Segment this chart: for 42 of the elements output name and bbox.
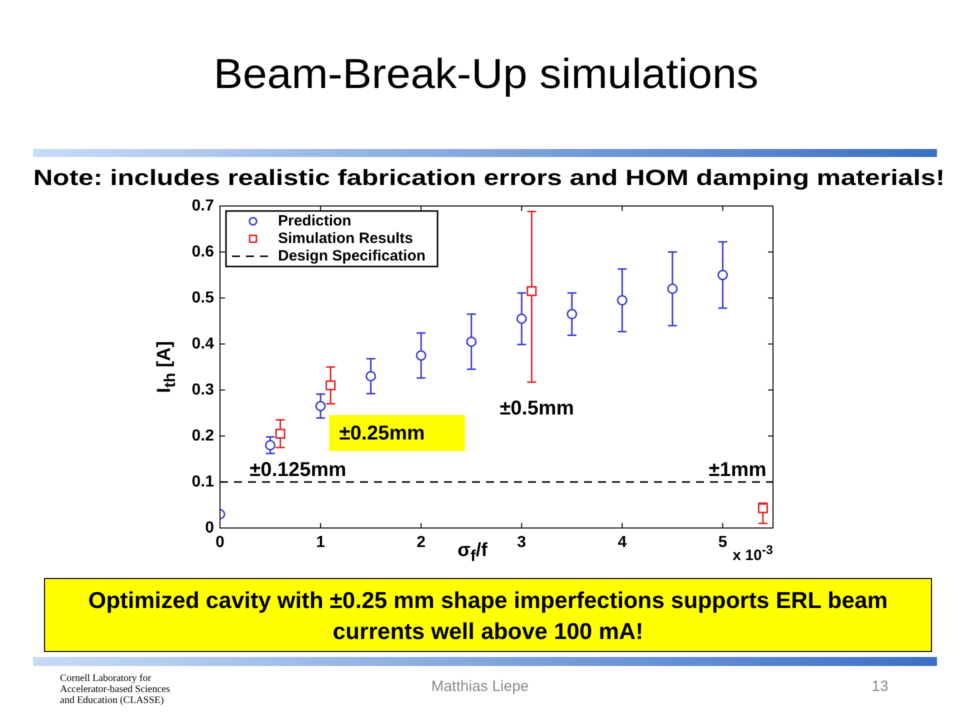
- annotation: ±0.25mm: [339, 422, 425, 444]
- point: [315, 400, 326, 412]
- x-tick-label: 4: [618, 534, 627, 552]
- point: [265, 440, 276, 450]
- point: [667, 284, 678, 294]
- y-tick-label: 0: [205, 519, 214, 536]
- y-tick-label: 0.5: [192, 289, 214, 306]
- y-tick-label: 0.7: [192, 197, 214, 214]
- point: [526, 286, 537, 296]
- point: [616, 295, 628, 306]
- x-tick-label: 3: [517, 534, 526, 552]
- legend-label: Simulation Results: [278, 230, 414, 247]
- annotation: ±0.5mm: [500, 397, 574, 420]
- text: Cornell Laboratory for Accelerator-based Sciences and Education (CLASSE): [60, 673, 172, 706]
- legend-label: Design Specification: [278, 247, 426, 264]
- point: [516, 313, 527, 324]
- point: [416, 350, 426, 361]
- legend-label: Prediction: [278, 212, 352, 230]
- text: x 10$^{-3}$: [732, 543, 773, 564]
- y-tick-label: 0.4: [192, 335, 214, 352]
- point: [366, 370, 376, 382]
- y-tick-label: 0.2: [192, 427, 214, 444]
- text: 13: [870, 678, 890, 695]
- text: Matthias Liepe: [430, 678, 530, 695]
- y-tick-label: 0.1: [192, 473, 214, 490]
- x-tick-label: 1: [316, 534, 326, 552]
- chart-title: Beam-Break-Up simulations: [214, 50, 758, 98]
- x-tick-label: 2: [416, 534, 426, 552]
- y-tick-label: 0.6: [192, 243, 214, 260]
- point: [326, 380, 336, 390]
- chart-subtitle: Note: includes realistic fabrication errors and HOM damping materials!: [33, 165, 945, 191]
- y-tick-label: 0.3: [192, 381, 214, 398]
- point: [275, 428, 286, 439]
- text: Optimized cavity with ±0.25 mm shape imperfections supports ERL beam currents well above 100 mA!: [44, 578, 932, 652]
- point: [566, 308, 578, 320]
- annotation: ±1mm: [708, 459, 766, 482]
- annotation: ±0.125mm: [250, 459, 346, 482]
- point: [466, 336, 477, 347]
- x-axis-title: σ$_{f}$/f: [458, 540, 488, 566]
- point: [758, 503, 768, 514]
- point: [717, 270, 728, 280]
- x-tick-label: 5: [718, 534, 728, 552]
